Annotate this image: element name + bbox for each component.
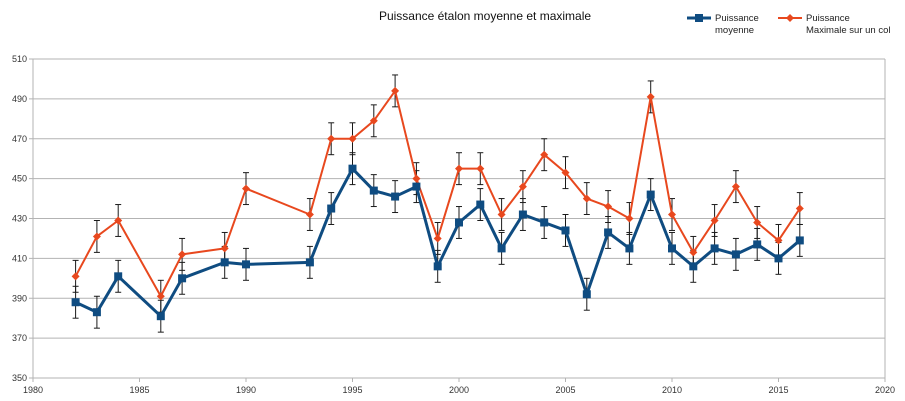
data-point-moyenne [178, 274, 187, 283]
data-point-moyenne [561, 226, 570, 235]
data-point-maximale [305, 210, 314, 219]
data-point-maximale [455, 164, 463, 173]
legend-marker [786, 14, 794, 22]
data-point-maximale [348, 134, 357, 143]
data-point-maximale [433, 234, 442, 243]
data-point-moyenne [753, 240, 762, 249]
data-point-moyenne [518, 210, 527, 219]
legend-label: moyenne [715, 25, 754, 36]
x-tick-label: 2010 [662, 385, 682, 395]
data-point-maximale [646, 92, 655, 101]
x-tick-label: 1980 [23, 385, 43, 395]
data-point-moyenne [668, 244, 676, 253]
x-tick-label: 2020 [875, 385, 895, 395]
x-tick-label: 1990 [236, 385, 256, 395]
data-point-maximale [689, 248, 698, 257]
data-point-maximale [710, 216, 719, 225]
y-tick-label: 430 [12, 214, 27, 224]
y-tick-label: 510 [12, 54, 27, 64]
y-tick-label: 410 [12, 253, 27, 263]
data-point-moyenne [604, 228, 613, 237]
y-tick-label: 450 [12, 174, 27, 184]
data-point-moyenne [646, 190, 655, 199]
data-point-maximale [327, 134, 336, 143]
x-tick-label: 1985 [129, 385, 149, 395]
legend-marker [695, 14, 703, 22]
data-point-moyenne [476, 200, 485, 209]
x-tick-label: 1995 [342, 385, 362, 395]
data-point-moyenne [774, 254, 783, 263]
data-point-moyenne [305, 258, 314, 267]
x-tick-label: 2000 [449, 385, 469, 395]
data-point-maximale [518, 182, 527, 191]
data-point-moyenne [369, 186, 378, 195]
data-point-moyenne [795, 236, 804, 245]
data-point-maximale [731, 182, 740, 191]
y-tick-label: 490 [12, 94, 27, 104]
data-point-maximale [114, 216, 123, 225]
legend-label: Puissance [806, 13, 850, 24]
data-point-moyenne [625, 244, 634, 253]
data-point-maximale [220, 244, 229, 253]
data-point-moyenne [412, 182, 421, 191]
data-point-moyenne [71, 298, 80, 307]
data-point-moyenne [582, 290, 591, 299]
data-point-maximale [604, 202, 613, 211]
data-point-moyenne [242, 260, 250, 269]
x-tick-label: 2015 [768, 385, 788, 395]
data-point-moyenne [348, 164, 357, 173]
series-markers [71, 86, 804, 321]
data-point-moyenne [220, 258, 229, 267]
data-point-maximale [391, 86, 400, 95]
data-point-moyenne [689, 262, 698, 271]
legend-label: Maximale sur un col [806, 25, 890, 36]
data-point-moyenne [540, 218, 549, 227]
error-bars [72, 74, 803, 333]
chart-title: Puissance étalon moyenne et maximale [379, 9, 591, 23]
data-point-maximale [753, 218, 762, 227]
data-point-maximale [582, 194, 591, 203]
data-point-maximale [156, 292, 165, 301]
data-point-maximale [92, 232, 101, 241]
y-tick-label: 350 [12, 373, 27, 383]
data-point-maximale [242, 184, 250, 193]
data-point-moyenne [92, 308, 101, 317]
data-point-maximale [668, 210, 676, 219]
x-tick-label: 2005 [555, 385, 575, 395]
data-point-moyenne [497, 244, 506, 253]
y-tick-label: 370 [12, 333, 27, 343]
data-point-maximale [774, 236, 783, 245]
data-point-maximale [178, 250, 187, 259]
data-point-moyenne [327, 204, 336, 213]
data-point-maximale [795, 204, 804, 213]
data-point-moyenne [156, 312, 165, 321]
axes: 350 370 390 410 430 450 470 490 510 1980 1985 1990 1… [12, 54, 895, 395]
y-tick-label: 390 [12, 293, 27, 303]
data-point-moyenne [710, 244, 719, 253]
data-point-moyenne [455, 218, 463, 227]
data-point-maximale [369, 116, 378, 125]
data-point-moyenne [433, 262, 442, 271]
data-point-maximale [625, 214, 634, 223]
y-tick-label: 470 [12, 134, 27, 144]
data-point-maximale [71, 272, 80, 281]
data-point-maximale [476, 164, 485, 173]
data-point-maximale [497, 210, 506, 219]
data-point-moyenne [114, 272, 123, 281]
data-point-maximale [561, 168, 570, 177]
data-point-maximale [540, 150, 549, 159]
data-point-maximale [412, 174, 421, 183]
data-point-moyenne [391, 192, 400, 201]
data-point-moyenne [731, 250, 740, 259]
legend-label: Puissance [715, 13, 759, 24]
